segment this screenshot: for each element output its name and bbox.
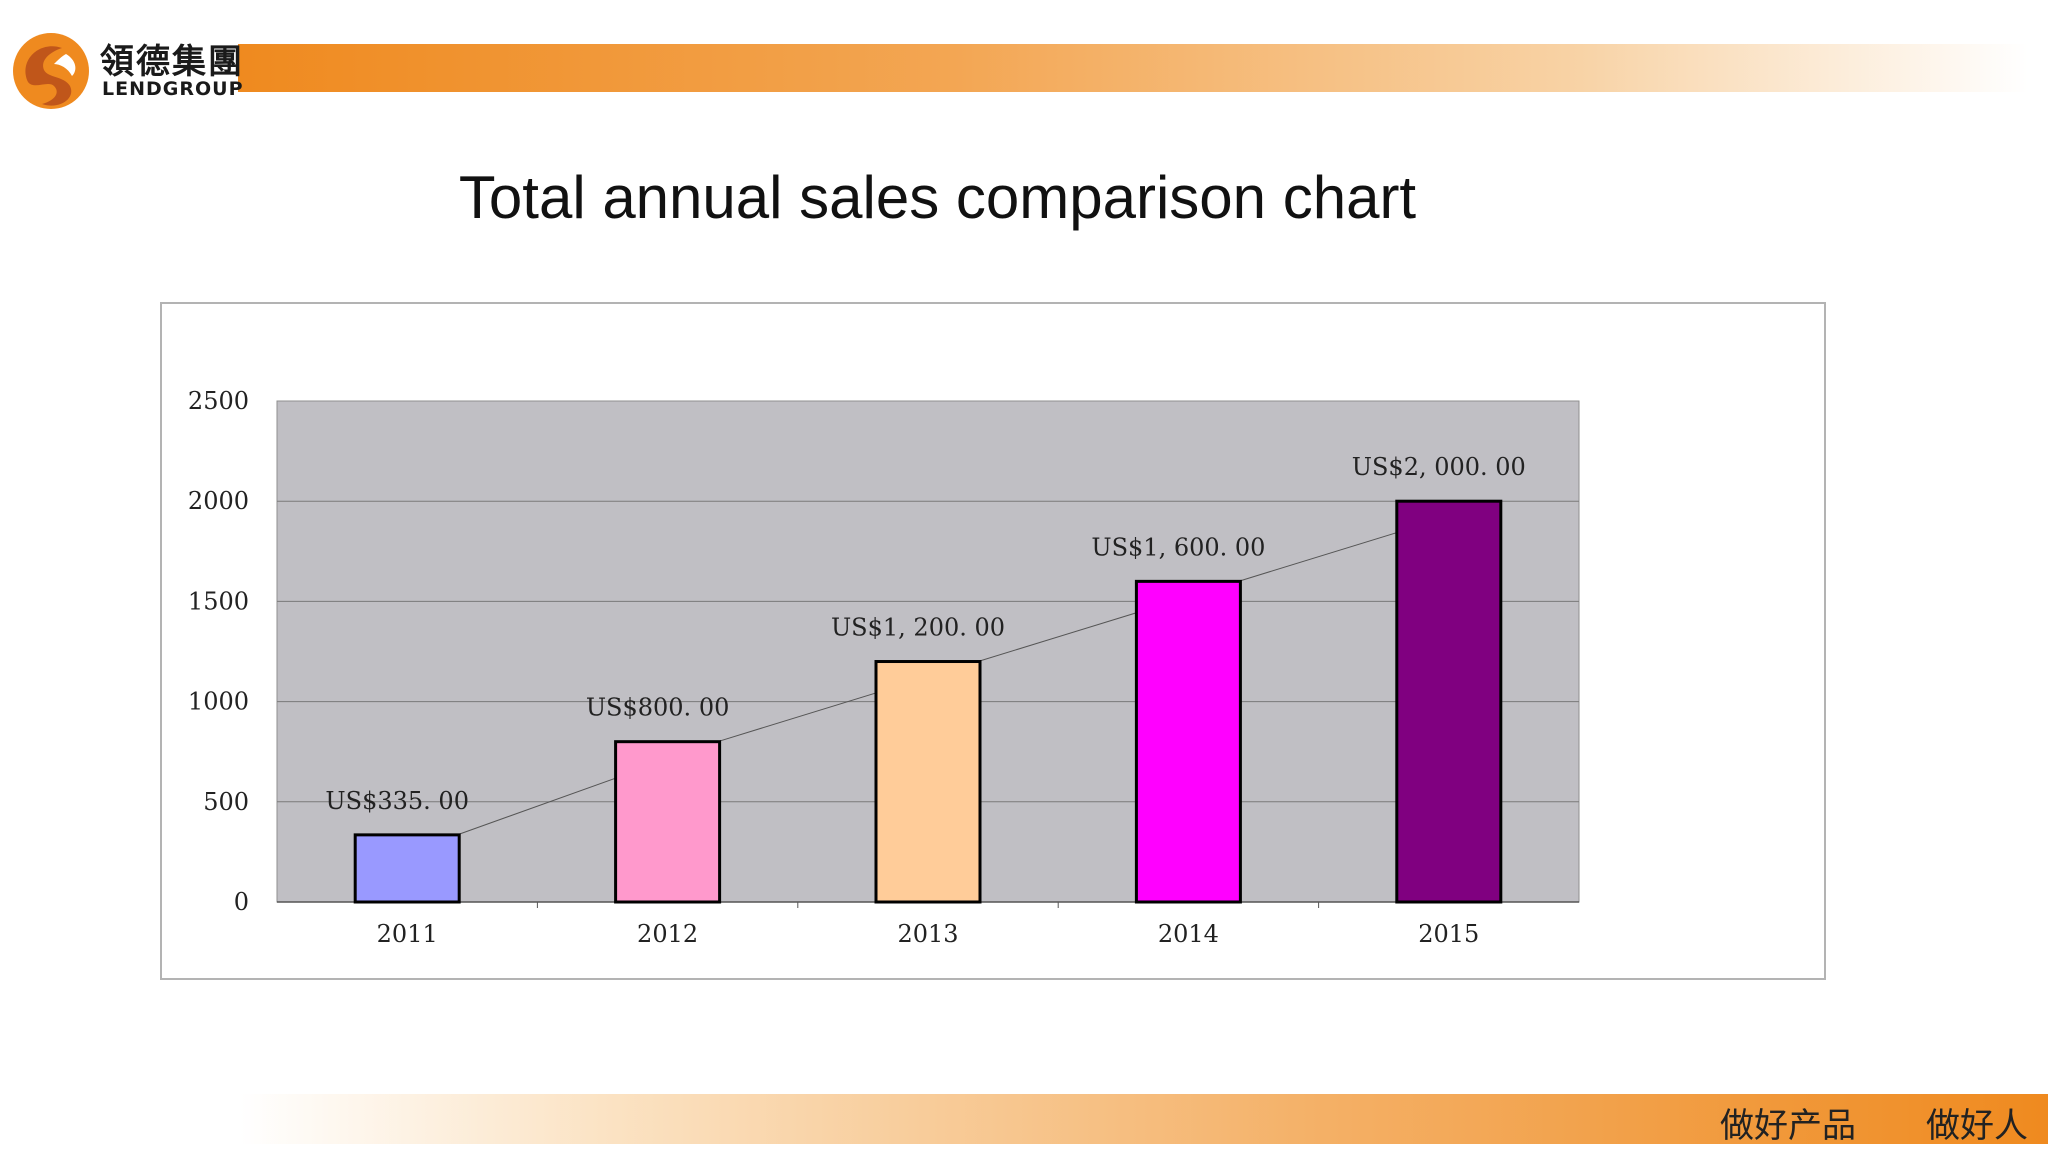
chart-frame: 0 500 1000 1500 2000 2500 US$335. 00 2011 US$800… xyxy=(160,302,1826,980)
x-tick-label: 2013 xyxy=(897,920,958,948)
footer-slogan-2: 做好人 xyxy=(1926,1106,2028,1146)
y-tick-label: 2000 xyxy=(188,487,249,515)
y-tick-label: 1500 xyxy=(188,587,249,615)
lendgroup-logo-icon xyxy=(13,33,89,109)
bar-chart: 0 500 1000 1500 2000 2500 US$335. 00 2011 US$800… xyxy=(188,387,1580,948)
y-tick-label: 0 xyxy=(234,888,249,916)
data-label: US$800. 00 xyxy=(586,694,730,722)
x-tick-label: 2014 xyxy=(1158,920,1219,948)
x-tick-label: 2015 xyxy=(1418,920,1479,948)
bar-2013 xyxy=(874,660,982,904)
x-tick-label: 2011 xyxy=(377,920,438,948)
logo-english-text: LENDGROUP xyxy=(102,78,244,100)
y-tick-label: 2500 xyxy=(188,387,249,415)
data-label: US$335. 00 xyxy=(325,787,469,815)
chart-title: Total annual sales comparison chart xyxy=(458,164,1417,231)
bar-2015 xyxy=(1395,499,1503,904)
bottom-footer-band xyxy=(240,1094,2048,1144)
y-tick-label: 1000 xyxy=(188,688,249,716)
data-label: US$1, 200. 00 xyxy=(831,614,1005,642)
bar-2012 xyxy=(614,740,722,904)
company-logo: 領德集團 LENDGROUP xyxy=(10,30,243,112)
top-header-band xyxy=(238,44,2028,92)
x-tick-label: 2012 xyxy=(637,920,698,948)
data-label: US$1, 600. 00 xyxy=(1091,533,1265,561)
footer-slogan-1: 做好产品 xyxy=(1720,1106,1856,1146)
logo-chinese-text: 領德集團 xyxy=(100,42,244,82)
data-label: US$2, 000. 00 xyxy=(1352,453,1526,481)
y-tick-label: 500 xyxy=(203,788,249,816)
bar-2014 xyxy=(1134,579,1242,904)
bar-2011 xyxy=(353,833,461,904)
